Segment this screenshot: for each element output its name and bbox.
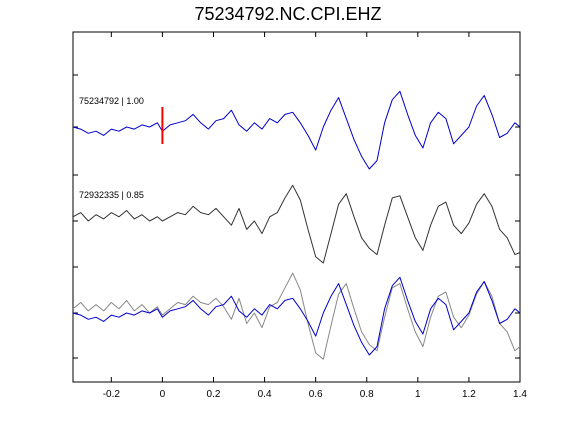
chart-title: 75234792.NC.CPI.EHZ xyxy=(194,4,382,24)
x-tick-label: 1.4 xyxy=(513,389,527,400)
trace-line-3 xyxy=(72,276,521,356)
trace-line-1 xyxy=(72,184,521,264)
trace-label-1: 72932335 | 0.85 xyxy=(79,190,144,200)
x-tick-label: 0.6 xyxy=(309,389,323,400)
trace-labels: 75234792 | 1.00 72932335 | 0.85 xyxy=(79,96,144,200)
x-tick-label: 0.8 xyxy=(360,389,374,400)
x-tick-label: 0 xyxy=(160,389,166,400)
x-tick-label: 1.2 xyxy=(462,389,476,400)
trace-label-0: 75234792 | 1.00 xyxy=(79,96,144,106)
x-tick-label: -0.2 xyxy=(103,389,121,400)
traces xyxy=(72,90,521,360)
x-tick-label: 1 xyxy=(415,389,421,400)
axis-ticks: -0.2 0 0.2 0.4 0.6 0.8 1 1.2 1.4 xyxy=(73,32,527,400)
trace-line-2 xyxy=(72,272,521,360)
trace-line-0 xyxy=(72,90,521,170)
x-tick-label: 0.4 xyxy=(258,389,272,400)
plot-frame xyxy=(72,31,521,383)
x-tick-label: 0.2 xyxy=(207,389,221,400)
